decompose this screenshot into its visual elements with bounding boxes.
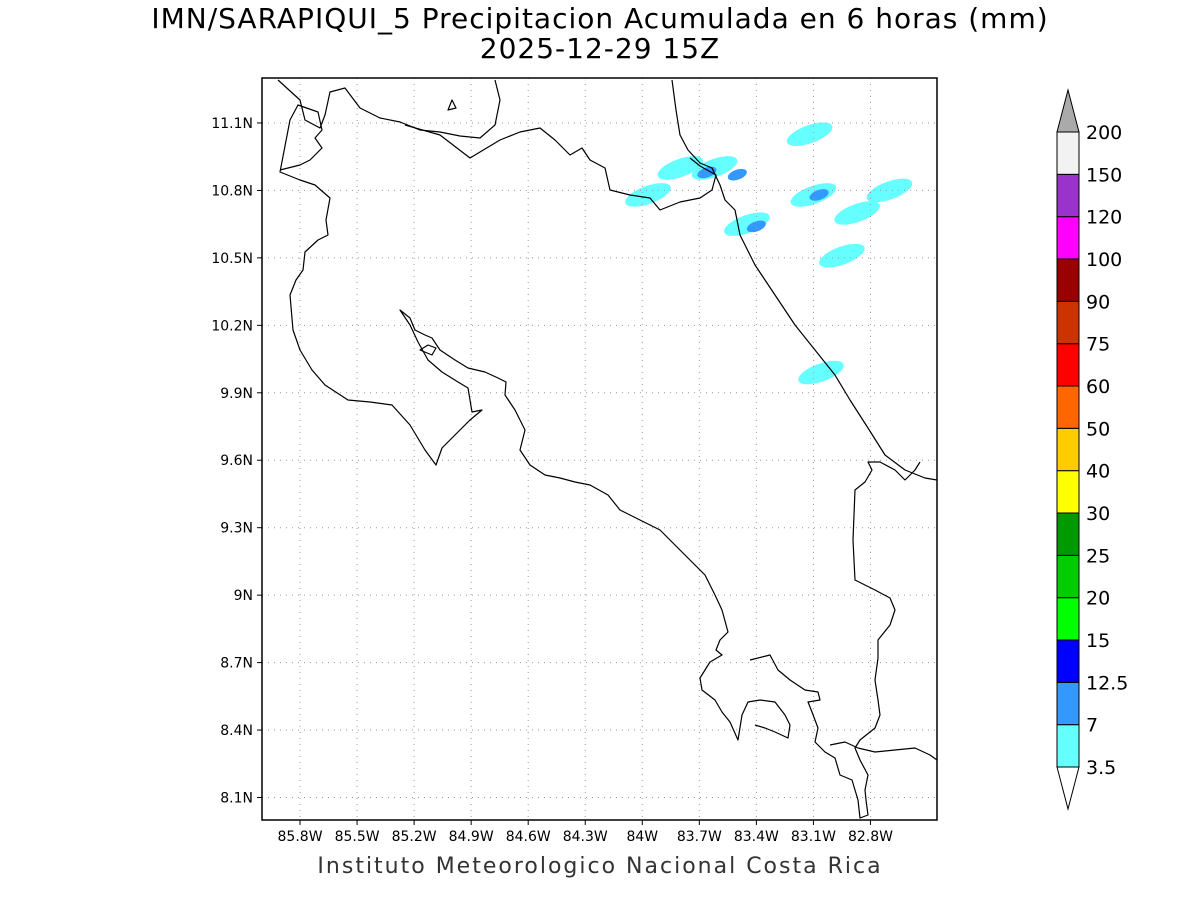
lat-tick-label: 8.1N [220, 791, 253, 807]
precipitation-overlay [625, 122, 913, 385]
colorbar-level-label: 15 [1086, 630, 1110, 652]
lat-tick-label: 9.9N [220, 386, 253, 402]
lat-tick-label: 11.1N [211, 116, 253, 132]
colorbar-swatch [1056, 343, 1080, 387]
colorbar-swatch [1056, 216, 1080, 260]
caribbean-coast [671, 79, 937, 481]
colorbar-level-label: 60 [1086, 376, 1110, 398]
colorbar-level-label: 25 [1086, 545, 1110, 567]
lon-tick-label: 84W [626, 829, 658, 845]
colorbar-level-label: 12.5 [1086, 672, 1128, 694]
colorbar-level-label: 200 [1086, 122, 1122, 144]
colorbar-level-label: 30 [1086, 503, 1110, 525]
lat-tick-label: 10.2N [211, 318, 253, 334]
precip-cell [697, 166, 717, 179]
lon-tick-label: 84.9W [449, 829, 494, 845]
map-title: IMN/SARAPIQUI_5 Precipitacion Acumulada … [151, 2, 1049, 35]
lon-tick-label: 85.8W [278, 829, 323, 845]
nicaragua-border [404, 124, 717, 211]
colorbar-swatch [1056, 173, 1080, 218]
footer-credit: Instituto Meteorologico Nacional Costa R… [317, 854, 883, 879]
colorbar-level-label: 150 [1086, 164, 1122, 186]
colorbar-over-arrow [1056, 88, 1080, 133]
colorbar-swatch [1056, 554, 1080, 599]
precip-cell [727, 168, 747, 181]
pacific-coast [279, 104, 791, 741]
osa-peninsula [749, 461, 921, 819]
lat-lon-grid [262, 78, 937, 820]
precip-cell [834, 201, 880, 225]
colorbar-level-label: 7 [1086, 715, 1098, 737]
precip-cell [819, 243, 865, 268]
lon-tick-label: 83.7W [677, 829, 722, 845]
precip-cell [809, 189, 829, 201]
precip-cell [798, 360, 844, 385]
lat-tick-label: 8.4N [220, 723, 253, 739]
precip-cell [625, 183, 671, 207]
lon-tick-label: 85.5W [335, 829, 380, 845]
colorbar-level-label: 120 [1086, 207, 1122, 229]
lat-tick-label: 10.8N [211, 183, 253, 199]
colorbar-under-arrow [1056, 766, 1080, 811]
lon-tick-label: 82.8W [848, 829, 893, 845]
precip-cell [657, 156, 704, 180]
colorbar-legend: 3.5 7 12.5 15 20 25 30 40 50 60 75 90 100 120 150 200 [1056, 88, 1128, 811]
map-valid-time: 2025-12-29 15Z [479, 32, 721, 65]
colorbar-swatch [1056, 258, 1080, 302]
lat-tick-label: 9.6N [220, 453, 253, 469]
lat-tick-label: 9.3N [220, 521, 253, 537]
burica-coast [829, 741, 937, 761]
colorbar-level-label: 90 [1086, 291, 1110, 313]
colorbar-level-label: 40 [1086, 461, 1110, 483]
colorbar-swatch [1056, 512, 1080, 556]
lat-tick-label: 10.5N [211, 251, 253, 267]
lon-tick-label: 84.6W [506, 829, 551, 845]
colorbar-level-label: 100 [1086, 249, 1122, 271]
colorbar-swatch [1056, 597, 1080, 641]
colorbar-swatch [1056, 300, 1080, 345]
lon-tick-label: 83.1W [791, 829, 836, 845]
map-frame [261, 77, 938, 821]
colorbar-swatch [1056, 639, 1080, 683]
lat-tick-label: 9N [234, 588, 253, 604]
axis-labels: 85.8W 85.5W 85.2W 84.9W 84.6W 84.3W 84W 83.7W 83… [211, 116, 893, 845]
colorbar-swatch [1056, 131, 1080, 175]
lon-tick-label: 83.4W [734, 829, 779, 845]
precip-cell [746, 220, 766, 233]
colorbar-swatch [1056, 427, 1080, 472]
precip-cell [866, 178, 913, 203]
precip-cell [724, 212, 770, 236]
coastline [277, 79, 937, 819]
lon-tick-label: 85.2W [392, 829, 437, 845]
lake-island [419, 344, 437, 356]
colorbar-level-label: 20 [1086, 588, 1110, 610]
colorbar-swatch [1056, 470, 1080, 514]
colorbar-swatch [1056, 681, 1080, 726]
colorbar-level-label: 75 [1086, 334, 1110, 356]
lon-tick-label: 84.3W [563, 829, 608, 845]
precip-cell [786, 122, 833, 146]
colorbar-level-label: 3.5 [1086, 757, 1116, 779]
colorbar-level-label: 50 [1086, 418, 1110, 440]
colorbar-swatch [1056, 724, 1080, 768]
nicaragua-coast [277, 79, 501, 139]
colorbar-swatch [1056, 385, 1080, 429]
lake-islet [447, 99, 457, 111]
lat-tick-label: 8.7N [220, 656, 253, 672]
